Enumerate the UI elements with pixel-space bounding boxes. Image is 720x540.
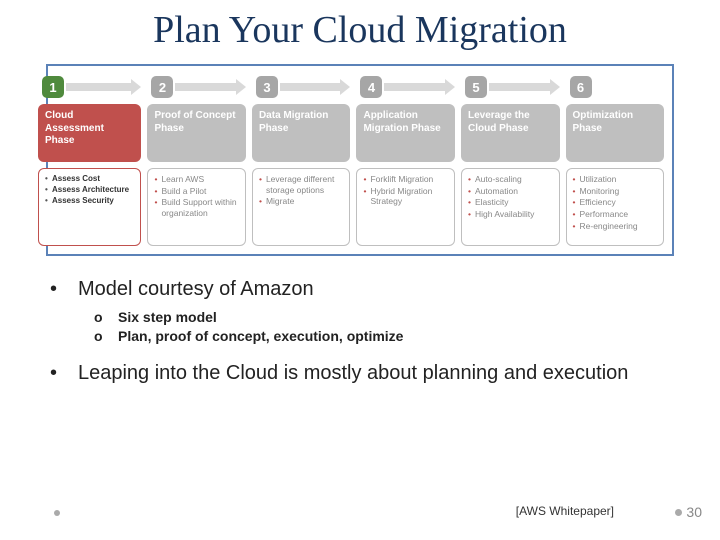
phase-number-badge: 5 xyxy=(465,76,487,98)
phase-bullet: Build Support within organization xyxy=(154,197,239,218)
bullet-text: Leaping into the Cloud is mostly about p… xyxy=(78,362,628,385)
phase-bullet: Forklift Migration xyxy=(363,174,448,185)
phase-title: Optimization Phase xyxy=(566,104,665,162)
arrow-icon xyxy=(489,79,560,95)
slide-title: Plan Your Cloud Migration xyxy=(0,0,720,52)
phase-6: 6 Optimization Phase UtilizationMonitoring… xyxy=(566,74,665,246)
phase-bullet: Efficiency xyxy=(573,197,658,208)
phase-4: 4 Application Migration Phase Forklift Mig… xyxy=(356,74,455,246)
arrow-icon xyxy=(175,79,246,95)
phase-3: 3 Data Migration Phase Leverage different … xyxy=(252,74,351,246)
phase-bullet: Performance xyxy=(573,209,658,220)
phase-bullets: Learn AWSBuild a PilotBuild Support with… xyxy=(147,168,246,246)
migration-phases-diagram: 1Cloud Assessment PhaseAssess CostAssess… xyxy=(46,64,674,256)
phase-bullet: Assess Cost xyxy=(45,174,134,184)
phase-bullet: High Availability xyxy=(468,209,553,220)
phase-bullet: Assess Architecture xyxy=(45,185,134,195)
arrow-icon xyxy=(384,79,455,95)
phase-number-badge: 4 xyxy=(360,76,382,98)
phase-bullet: Re-engineering xyxy=(573,221,658,232)
phase-bullets: Auto-scalingAutomationElasticityHigh Ava… xyxy=(461,168,560,246)
bullet-text: Six step model xyxy=(118,309,217,325)
phase-bullets: Forklift MigrationHybrid Migration Strat… xyxy=(356,168,455,246)
footnote-marker xyxy=(54,510,60,516)
bullet-text: Plan, proof of concept, execution, optim… xyxy=(118,328,403,344)
subbullet-plan-poc: oPlan, proof of concept, execution, opti… xyxy=(94,328,670,344)
phase-title: Leverage the Cloud Phase xyxy=(461,104,560,162)
phase-bullet: Auto-scaling xyxy=(468,174,553,185)
phase-bullet: Utilization xyxy=(573,174,658,185)
page-number: 30 xyxy=(675,504,702,520)
phase-title: Proof of Concept Phase xyxy=(147,104,246,162)
phase-title: Application Migration Phase xyxy=(356,104,455,162)
phase-bullet: Hybrid Migration Strategy xyxy=(363,186,448,207)
citation: [AWS Whitepaper] xyxy=(516,504,614,518)
phase-bullet: Build a Pilot xyxy=(154,186,239,197)
bullet-model-courtesy: •Model courtesy of Amazon xyxy=(50,278,670,301)
phase-number-badge: 2 xyxy=(151,76,173,98)
arrow-icon xyxy=(66,79,141,95)
phase-bullets: Leverage different storage optionsMigrat… xyxy=(252,168,351,246)
phase-5: 5 Leverage the Cloud Phase Auto-scalingAut… xyxy=(461,74,560,246)
phase-bullet: Monitoring xyxy=(573,186,658,197)
phase-title: Cloud Assessment Phase xyxy=(38,104,141,162)
arrow-icon xyxy=(280,79,351,95)
bullet-text: Model courtesy of Amazon xyxy=(78,278,314,301)
phase-2: 2 Proof of Concept Phase Learn AWSBuild a … xyxy=(147,74,246,246)
phase-title: Data Migration Phase xyxy=(252,104,351,162)
subbullet-six-step: oSix step model xyxy=(94,309,670,325)
slide-body: •Model courtesy of Amazon oSix step mode… xyxy=(50,278,670,385)
phase-number-badge: 1 xyxy=(42,76,64,98)
phase-bullet: Leverage different storage options xyxy=(259,174,344,195)
phase-bullet: Assess Security xyxy=(45,196,134,206)
phase-bullet: Migrate xyxy=(259,196,344,207)
phase-bullets: Assess CostAssess ArchitectureAssess Sec… xyxy=(38,168,141,246)
phase-1: 1Cloud Assessment PhaseAssess CostAssess… xyxy=(38,74,141,246)
phase-number-badge: 3 xyxy=(256,76,278,98)
phase-bullet: Elasticity xyxy=(468,197,553,208)
bullet-leaping: •Leaping into the Cloud is mostly about … xyxy=(50,362,670,385)
phase-bullet: Automation xyxy=(468,186,553,197)
phase-bullet: Learn AWS xyxy=(154,174,239,185)
phase-bullets: UtilizationMonitoringEfficiencyPerforman… xyxy=(566,168,665,246)
phase-number-badge: 6 xyxy=(570,76,592,98)
